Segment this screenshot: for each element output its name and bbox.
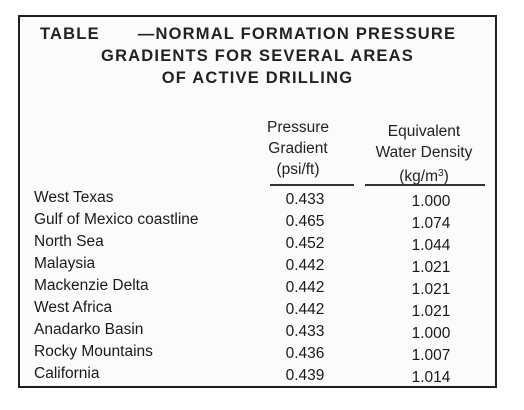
row-pressure-gradient: 0.465 <box>285 213 325 230</box>
row-area-name: Malaysia <box>34 255 96 272</box>
row-pressure-gradient: 0.442 <box>285 301 325 318</box>
title-line-3: OF ACTIVE DRILLING <box>161 69 354 87</box>
table-frame: TABLE —NORMAL FORMATION PRESSURE GRADIENT… <box>18 15 497 388</box>
row-area-name: Rocky Mountains <box>34 343 153 360</box>
row-area-name: Gulf of Mexico coastline <box>34 211 199 228</box>
row-pressure-gradient: 0.442 <box>285 257 325 274</box>
row-water-density: 1.021 <box>411 281 451 298</box>
row-water-density: 1.021 <box>411 303 451 320</box>
row-area-name: Mackenzie Delta <box>34 277 149 294</box>
row-pressure-gradient: 0.442 <box>285 279 325 296</box>
row-pressure-gradient: 0.436 <box>285 345 325 362</box>
row-water-density: 1.007 <box>411 347 451 364</box>
header-rule-density <box>365 184 485 186</box>
row-water-density: 1.000 <box>411 193 451 210</box>
row-pressure-gradient: 0.439 <box>285 367 325 384</box>
column-header-line: Water Density <box>375 144 473 161</box>
title-text-1: —NORMAL FORMATION PRESSURE <box>137 25 457 43</box>
table-row: Rocky Mountains 0.436 1.007 <box>34 341 494 364</box>
row-water-density: 1.021 <box>411 259 451 276</box>
title-table-label: TABLE <box>40 25 100 43</box>
column-header-line: Pressure <box>266 119 330 136</box>
table-body: West Texas 0.433 1.000 Gulf of Mexico coast… <box>34 187 494 386</box>
row-area-name: North Sea <box>34 233 104 250</box>
row-area-name: California <box>34 365 100 382</box>
column-header-line: (psi/ft) <box>276 161 320 178</box>
row-water-density: 1.074 <box>411 215 451 232</box>
title-line-1: TABLE —NORMAL FORMATION PRESSURE <box>20 23 495 45</box>
table-row: West Texas 0.433 1.000 <box>34 187 494 210</box>
table-row: North Sea 0.452 1.044 <box>34 231 494 254</box>
row-pressure-gradient: 0.452 <box>285 235 325 252</box>
column-header-line: (kg/m3) <box>360 163 488 187</box>
row-area-name: West Texas <box>34 189 114 206</box>
column-header-pressure-gradient: Pressure Gradient (psi/ft) <box>248 117 348 180</box>
row-area-name: West Africa <box>34 299 113 316</box>
row-water-density: 1.014 <box>411 369 451 386</box>
table-row: Anadarko Basin 0.433 1.000 <box>34 319 494 342</box>
row-area-name: Anadarko Basin <box>34 321 144 338</box>
column-header-water-density: Equivalent Water Density (kg/m3) <box>360 121 488 187</box>
row-pressure-gradient: 0.433 <box>285 191 325 208</box>
table-row: California 0.439 1.014 <box>34 363 494 386</box>
column-header-line: Equivalent <box>387 123 461 140</box>
table-row: Gulf of Mexico coastline 0.465 1.074 <box>34 209 494 232</box>
row-pressure-gradient: 0.433 <box>285 323 325 340</box>
row-water-density: 1.044 <box>411 237 451 254</box>
header-rule-gradient <box>270 184 354 186</box>
table-row: Mackenzie Delta 0.442 1.021 <box>34 275 494 298</box>
table-title: TABLE —NORMAL FORMATION PRESSURE GRADIENT… <box>20 23 495 89</box>
unit-base: (kg/m <box>399 168 438 185</box>
unit-superscript: 3 <box>438 168 444 179</box>
column-header-line: Gradient <box>268 140 328 157</box>
title-line-2: GRADIENTS FOR SEVERAL AREAS <box>101 47 414 65</box>
unit-end: ) <box>443 168 449 185</box>
row-water-density: 1.000 <box>411 325 451 342</box>
table-row: West Africa 0.442 1.021 <box>34 297 494 320</box>
table-row: Malaysia 0.442 1.021 <box>34 253 494 276</box>
